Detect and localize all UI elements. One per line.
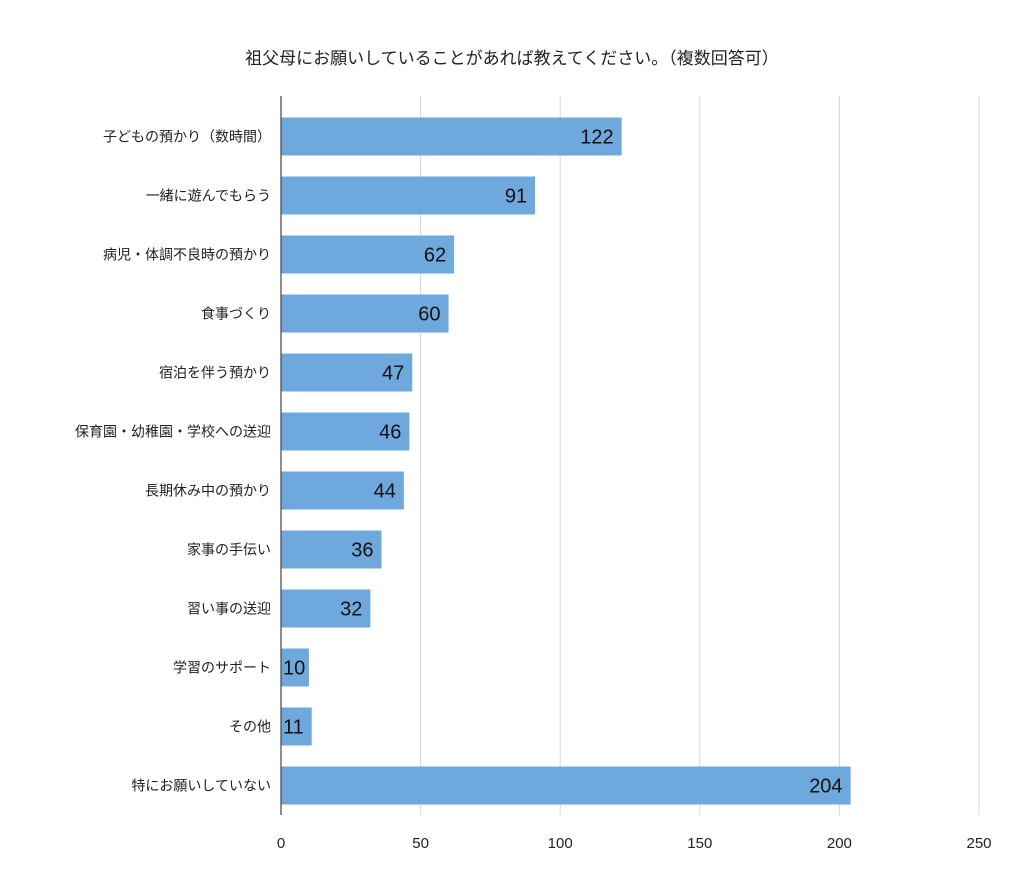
value-label: 36 <box>351 540 373 562</box>
labels: 0 50 100 150 200 250 子どもの預かり（数時間） 122 一緒に遊んでもらう 9… <box>75 127 992 853</box>
category-label: 長期休み中の預かり <box>145 484 271 500</box>
bar <box>281 353 413 392</box>
x-tick-label: 0 <box>277 835 285 852</box>
bar <box>281 471 404 510</box>
bar <box>281 412 410 451</box>
bar <box>281 707 312 746</box>
value-label: 44 <box>374 481 396 503</box>
value-label: 10 <box>283 658 305 680</box>
bar <box>281 235 455 274</box>
category-label: 家事の手伝い <box>187 542 271 559</box>
value-label: 91 <box>505 186 527 208</box>
x-tick-label: 150 <box>687 835 712 852</box>
chart-title: 祖父母にお願いしていることがあれば教えてください。（複数回答可） <box>245 49 779 69</box>
bar <box>281 176 536 215</box>
category-label: 一緒に遊んでもらう <box>146 189 271 205</box>
category-label: その他 <box>229 720 271 736</box>
category-label: 習い事の送迎 <box>187 602 271 618</box>
category-label: 特にお願いしていない <box>131 779 271 795</box>
category-label: 子どもの預かり（数時間） <box>103 130 271 146</box>
bars <box>281 117 851 805</box>
value-label: 204 <box>809 776 842 798</box>
bar <box>281 530 382 569</box>
category-label: 食事づくり <box>201 306 271 323</box>
value-label: 47 <box>382 363 404 385</box>
bar <box>281 766 851 805</box>
value-label: 62 <box>424 245 446 267</box>
bar <box>281 294 449 333</box>
value-label: 122 <box>580 127 613 149</box>
value-label: 46 <box>379 422 401 444</box>
category-label: 保育園・幼稚園・学校への送迎 <box>75 424 271 441</box>
value-label: 11 <box>283 717 304 739</box>
x-tick-label: 200 <box>827 835 852 852</box>
x-tick-label: 50 <box>412 835 429 852</box>
bar <box>281 648 309 687</box>
value-label: 60 <box>418 304 440 326</box>
category-label: 病児・体調不良時の預かり <box>103 248 271 264</box>
category-label: 宿泊を伴う預かり <box>159 365 271 382</box>
bar <box>281 117 622 156</box>
bar <box>281 589 371 628</box>
grid-lines <box>420 96 980 815</box>
category-label: 学習のサポート <box>173 661 271 677</box>
x-tick-label: 250 <box>966 835 991 852</box>
value-label: 32 <box>340 599 362 621</box>
x-tick-label: 100 <box>548 835 573 852</box>
